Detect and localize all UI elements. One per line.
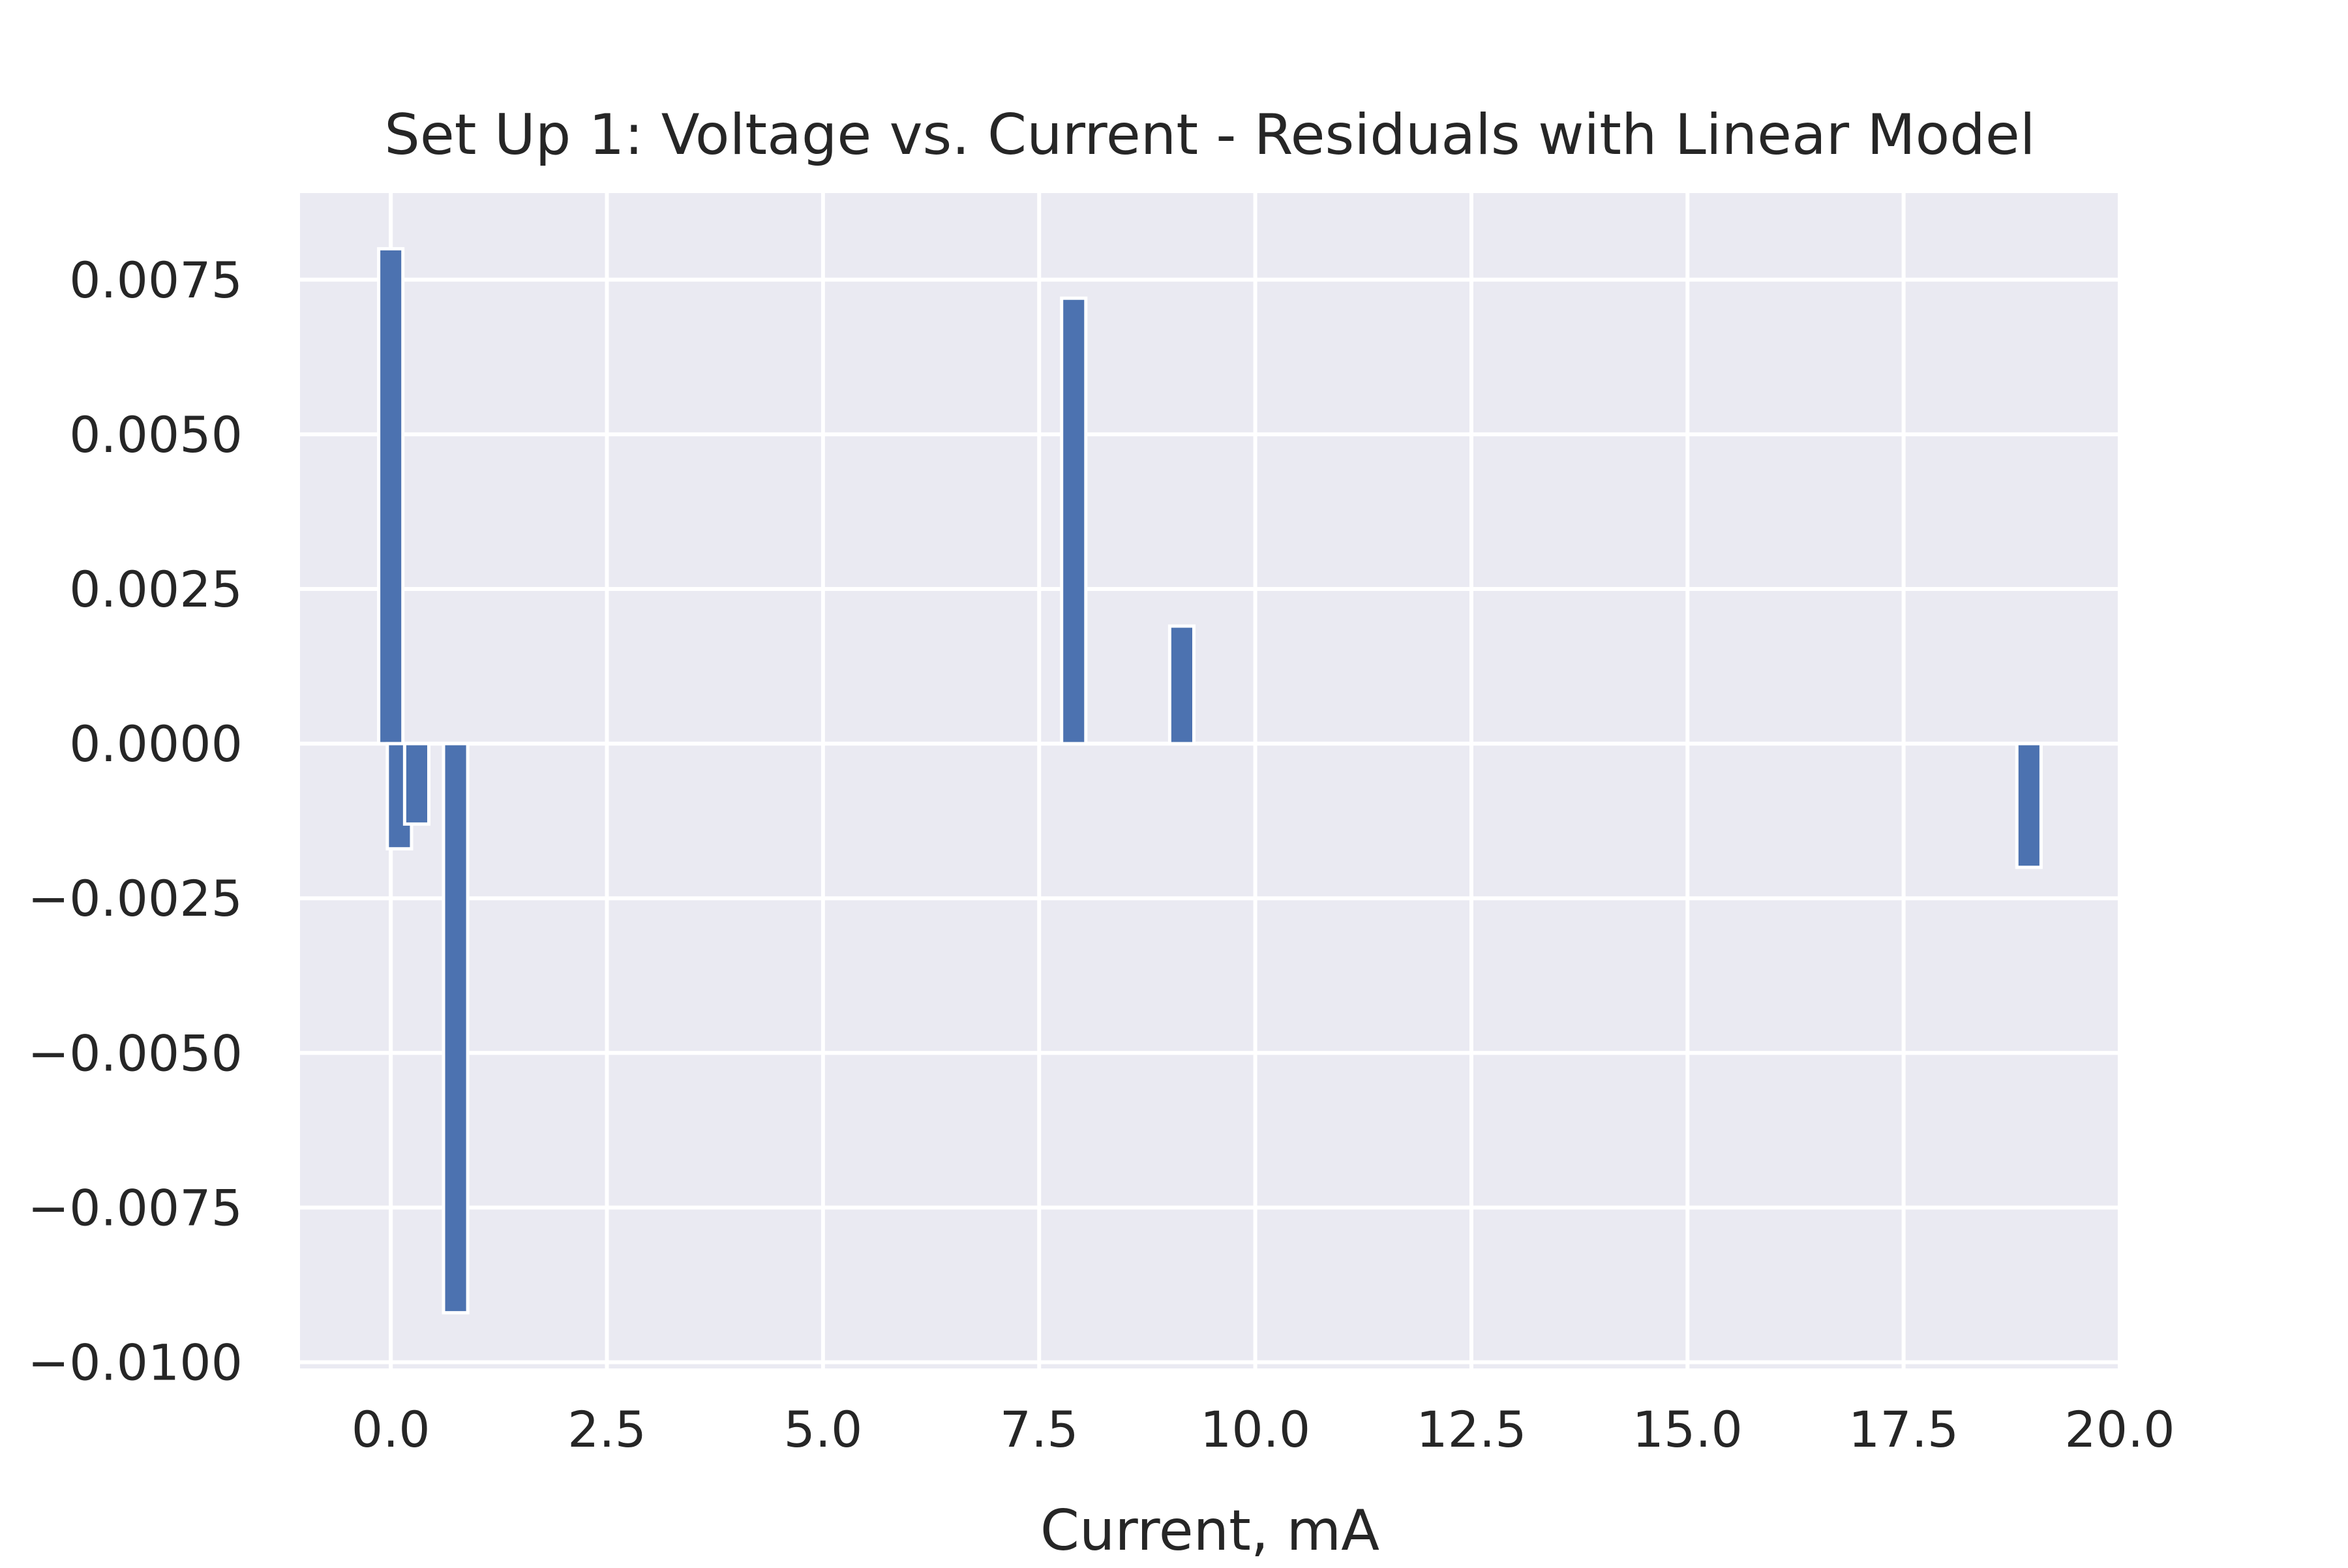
x-tick-labels: 0.0 2.5 5.0 7.5 10.0 12.5 15.0 17.5 20.0 [352,1400,2175,1458]
bar-5 [1167,624,1196,746]
y-tick-label: 0.0050 [69,406,243,464]
x-tick-label: 10.0 [1200,1400,1310,1458]
x-tick-label: 5.0 [783,1400,862,1458]
y-tick-label: 0.0000 [69,715,243,773]
bar-4 [1060,296,1088,746]
bar-2 [402,742,430,826]
bars [377,247,2043,1315]
chart-title: Set Up 1: Voltage vs. Current - Residual… [384,102,2035,168]
x-tick-label: 2.5 [567,1400,646,1458]
y-tick-label: 0.0025 [69,560,243,618]
bar-3 [442,742,470,1315]
x-tick-label: 17.5 [1848,1400,1959,1458]
y-tick-label: −0.0050 [27,1024,243,1082]
grid-lines [300,193,2122,1368]
x-tick-label: 0.0 [352,1400,430,1458]
plot-area [300,193,2120,1368]
bar-0 [377,247,405,746]
x-tick-label: 7.5 [1000,1400,1079,1458]
y-tick-labels: 0.0075 0.0050 0.0025 0.0000 −0.0025 −0.0050 −0… [27,251,243,1392]
x-tick-label: 12.5 [1416,1400,1526,1458]
y-tick-label: −0.0100 [27,1334,243,1392]
y-tick-label: −0.0025 [27,869,243,927]
x-tick-label: 20.0 [2064,1400,2175,1458]
x-tick-label: 15.0 [1633,1400,1743,1458]
y-tick-label: 0.0075 [69,251,243,309]
y-tick-label: −0.0075 [27,1179,243,1237]
x-axis-label: Current, mA [1040,1498,1379,1563]
bar-6 [2015,742,2043,869]
